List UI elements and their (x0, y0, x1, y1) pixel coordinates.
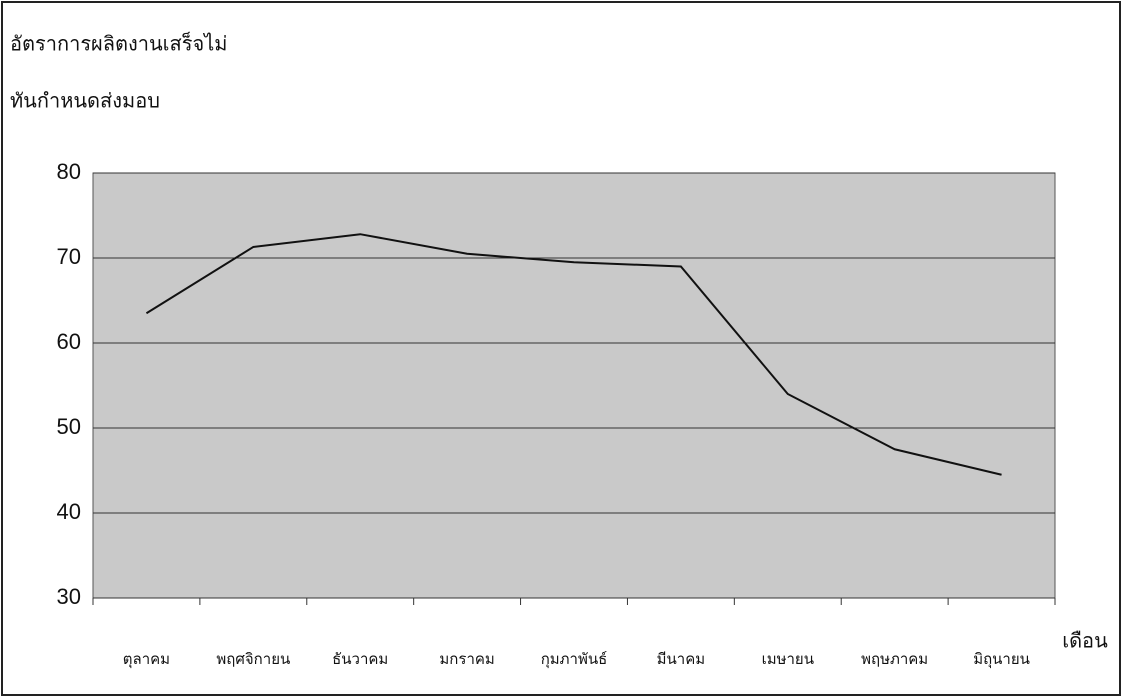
x-tick-label: พฤศจิกายน (216, 650, 290, 668)
chart-title: อัตราการผลิตงานเสร็จไม่ (10, 31, 227, 56)
y-tick-label: 50 (57, 414, 81, 439)
x-tick-label: กุมภาพันธ์ (541, 650, 608, 669)
x-tick-label: พฤษภาคม (861, 650, 928, 668)
x-axis-label: เดือน (1062, 629, 1108, 653)
line (145, 233, 1002, 476)
y-tick-label: 30 (57, 584, 81, 609)
y-tick-label: 60 (57, 329, 81, 354)
x-tick-label: มกราคม (439, 650, 494, 668)
y-tick-label: 40 (57, 499, 81, 524)
x-tick-label: มีนาคม (657, 650, 706, 668)
x-tick-label: ตุลาคม (123, 650, 170, 669)
chart-title: ทันกำหนดส่งมอบ (10, 89, 160, 113)
y-tick-label: 80 (57, 159, 81, 184)
x-tick-label: ธันวาคม (332, 650, 388, 668)
x-tick-label: มิถุนายน (973, 650, 1030, 669)
plot-area (92, 172, 1056, 599)
y-tick-label: 70 (57, 244, 81, 269)
x-tick-label: เมษายน (762, 650, 814, 668)
